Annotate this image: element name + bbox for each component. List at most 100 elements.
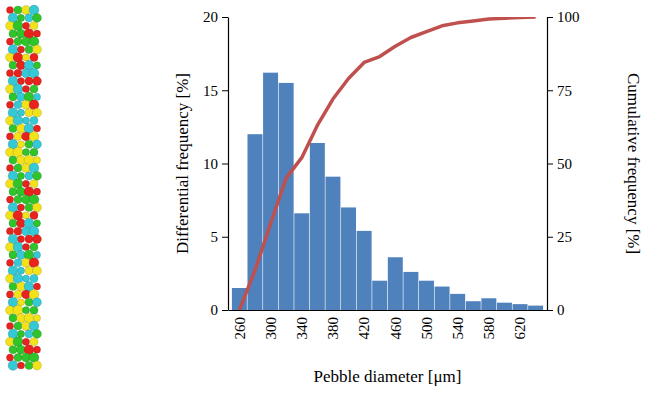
pebble [6,291,13,298]
tick: 75 [547,83,572,99]
pebble [25,14,33,22]
pebble [14,227,22,235]
tick-mark [547,90,553,91]
pebble [9,282,17,290]
pebble [6,354,13,361]
pebble [22,22,29,29]
pebble [30,117,38,125]
tick-label: 300 [263,317,279,340]
y2-axis-title: Cumulative frequency [%] [624,73,643,254]
pebble [33,45,42,54]
tick-label: 10 [203,156,218,172]
tick: 50 [547,156,572,172]
pebble [14,38,22,46]
bar [294,213,309,310]
pebble [30,306,38,314]
pebble [9,188,17,196]
pebble [9,93,17,101]
axis-line [228,18,229,311]
axis-line [229,310,548,311]
pebble [14,6,22,14]
pebble [33,171,42,180]
pebble [25,140,33,148]
tick: 460 [388,310,404,340]
pebble [9,61,17,69]
tick: 620 [512,310,528,340]
pebble-bed [6,5,42,370]
pebble [14,354,22,362]
tick: 100 [547,9,580,25]
pebble [33,266,42,275]
pebble [33,140,42,149]
tick: 380 [325,310,341,340]
tick: 580 [481,310,497,340]
pebble [22,117,29,124]
tick-label: 420 [356,317,372,340]
pebble [33,315,40,322]
tick: 420 [356,310,372,340]
tick-label: 50 [557,156,572,172]
tick: 0 [211,302,229,318]
pebble [14,132,22,140]
pebble [33,220,40,227]
pebble [9,251,17,259]
tick: 300 [263,310,279,340]
tick-label: 380 [325,317,341,340]
pebble [30,275,38,283]
pebble [25,172,33,180]
pebble [30,22,38,30]
tick-mark [222,17,228,18]
tick-label: 620 [512,317,528,340]
pebble [33,108,42,117]
y-axis-title: Differential frequency [%] [173,73,192,254]
pebble [6,164,13,171]
tick-label: 15 [203,83,218,99]
pebble [14,322,22,330]
pebble [17,299,24,306]
pebble [33,13,42,22]
pebble [17,172,24,179]
pebble [9,346,17,354]
pebble [14,69,22,77]
tick-label: 100 [557,9,580,25]
tick-label: 500 [419,317,435,340]
pebble [6,228,13,235]
bar [310,143,325,310]
y-axis: 05101520 [203,9,229,318]
pebble [22,338,29,345]
tick-label: 260 [232,317,248,340]
bar [481,298,496,310]
bar [403,272,418,310]
pebble [22,243,29,250]
pebble [33,188,40,195]
tick-label: 580 [481,317,497,340]
pebble [17,109,24,116]
bar [513,304,528,310]
pebble [30,180,38,188]
pebble [25,330,33,338]
bar [325,177,340,310]
tick-mark [547,17,553,18]
pebble [33,346,40,353]
pebble [33,329,42,338]
tick: 5 [211,229,229,245]
pebble [17,78,24,85]
pebble [25,361,33,369]
pebble [22,149,29,156]
pebble [33,251,40,258]
pebble [22,212,29,219]
tick-mark [222,310,228,311]
bar [450,294,465,310]
pebble [33,62,40,69]
plot-area [232,17,543,310]
pebble [17,14,24,21]
pebble [33,361,42,370]
pebble [17,46,24,53]
tick-label: 75 [557,83,572,99]
pebble [33,235,42,244]
tick-label: 0 [557,302,565,318]
bar [419,281,434,310]
tick: 260 [232,310,248,340]
pebble [33,30,40,37]
pebble [30,338,38,346]
